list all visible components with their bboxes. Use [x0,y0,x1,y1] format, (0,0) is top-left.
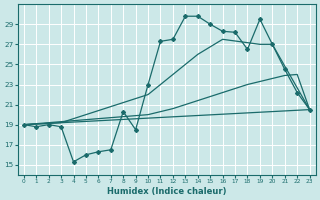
X-axis label: Humidex (Indice chaleur): Humidex (Indice chaleur) [107,187,227,196]
